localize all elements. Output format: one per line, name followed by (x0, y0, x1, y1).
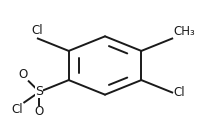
Text: O: O (35, 105, 44, 118)
Text: CH₃: CH₃ (173, 25, 195, 38)
Text: O: O (19, 68, 28, 81)
Text: S: S (35, 85, 43, 98)
Text: Cl: Cl (12, 103, 23, 116)
Text: Cl: Cl (173, 86, 185, 99)
Text: Cl: Cl (31, 24, 43, 37)
